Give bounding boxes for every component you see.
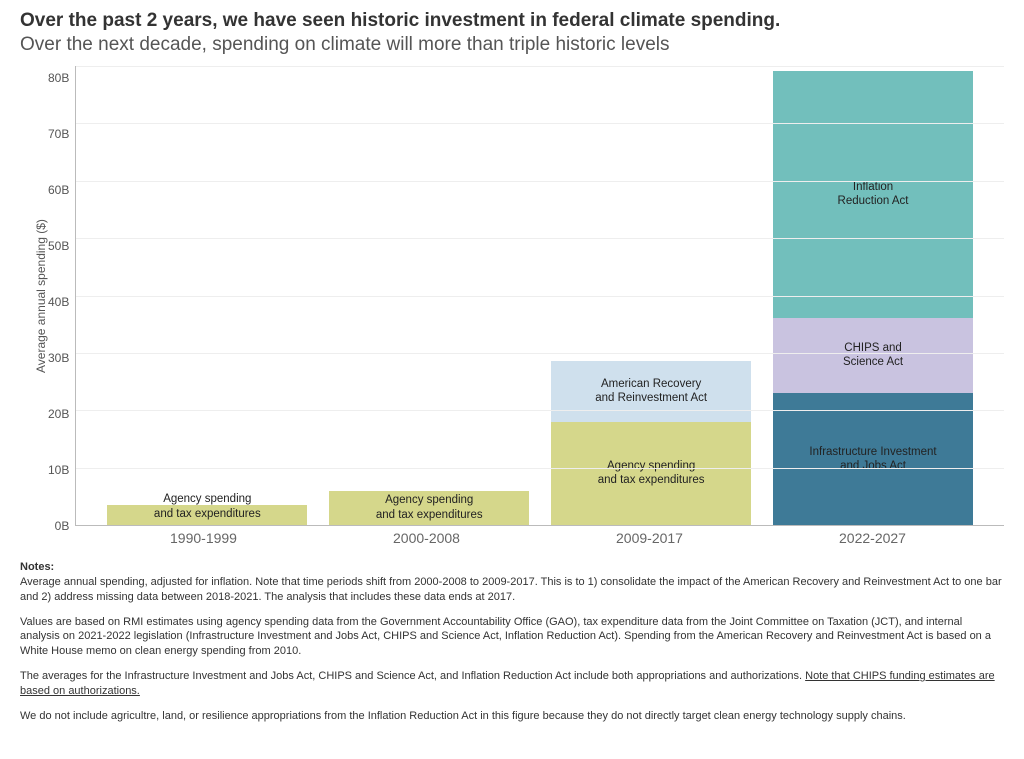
plot-area: Agency spending and tax expendituresAgen…	[75, 66, 1004, 526]
x-axis-labels: 1990-1999 2000-2008 2009-2017 2022-2027	[72, 526, 1004, 546]
chart-title-sub: Over the next decade, spending on climat…	[20, 34, 1004, 56]
gridline	[76, 468, 1004, 469]
segment-label: Infrastructure Investment and Jobs Act	[807, 443, 938, 476]
gridline	[76, 238, 1004, 239]
gridline	[76, 296, 1004, 297]
y-tick: 40B	[48, 296, 69, 308]
bar-segment: Inflation Reduction Act	[773, 71, 973, 318]
gridline	[76, 123, 1004, 124]
chart-title-main: Over the past 2 years, we have seen hist…	[20, 10, 1004, 32]
segment-label: CHIPS and Science Act	[841, 339, 905, 372]
bar-segment: Infrastructure Investment and Jobs Act	[773, 393, 973, 525]
chart-area: Average annual spending ($) 80B 70B 60B 50B…	[30, 66, 1004, 526]
y-tick: 10B	[48, 464, 69, 476]
notes-paragraph: Values are based on RMI estimates using …	[20, 615, 1004, 660]
segment-label: American Recovery and Reinvestment Act	[593, 375, 709, 408]
gridline	[76, 410, 1004, 411]
y-axis-ticks: 80B70B60B50B40B30B20B10B0B	[48, 66, 75, 526]
segment-label: Agency spending and tax expenditures	[107, 490, 307, 523]
gridline	[76, 181, 1004, 182]
notes-paragraph: Average annual spending, adjusted for in…	[20, 576, 1002, 603]
segment-label: Agency spending and tax expenditures	[596, 457, 707, 490]
bar-column: Infrastructure Investment and Jobs Act CH…	[773, 71, 973, 525]
bar-segment: CHIPS and Science Act	[773, 318, 973, 393]
bar-segment: Agency spending and tax expenditures	[551, 422, 751, 526]
gridline	[76, 353, 1004, 354]
y-tick: 80B	[48, 72, 69, 84]
gridline	[76, 66, 1004, 67]
bar-segment: Agency spending and tax expenditures	[329, 491, 529, 526]
y-tick: 0B	[48, 520, 69, 532]
bar-column: Agency spending and tax expenditures Amer…	[551, 361, 751, 525]
y-tick: 50B	[48, 240, 69, 252]
segment-label: Agency spending and tax expenditures	[374, 491, 485, 524]
y-axis-label: Average annual spending ($)	[30, 66, 48, 526]
notes-paragraph: We do not include agricultre, land, or r…	[20, 709, 1004, 724]
bar-segment: Agency spending and tax expenditures	[107, 505, 307, 525]
x-tick-label: 2022-2027	[773, 530, 973, 546]
x-tick-label: 2000-2008	[327, 530, 527, 546]
y-tick: 70B	[48, 128, 69, 140]
bar-segment: American Recovery and Reinvestment Act	[551, 361, 751, 421]
bar-column: Agency spending and tax expenditures	[107, 505, 307, 525]
y-tick: 20B	[48, 408, 69, 420]
x-tick-label: 2009-2017	[550, 530, 750, 546]
chart-notes: Notes: Average annual spending, adjusted…	[20, 560, 1004, 724]
y-tick: 30B	[48, 352, 69, 364]
notes-heading: Notes:	[20, 561, 54, 573]
segment-label: Inflation Reduction Act	[836, 178, 911, 211]
notes-text: The averages for the Infrastructure Inve…	[20, 670, 805, 682]
notes-paragraph: The averages for the Infrastructure Inve…	[20, 669, 1004, 699]
bar-column: Agency spending and tax expenditures	[329, 491, 529, 526]
y-tick: 60B	[48, 184, 69, 196]
x-tick-label: 1990-1999	[104, 530, 304, 546]
